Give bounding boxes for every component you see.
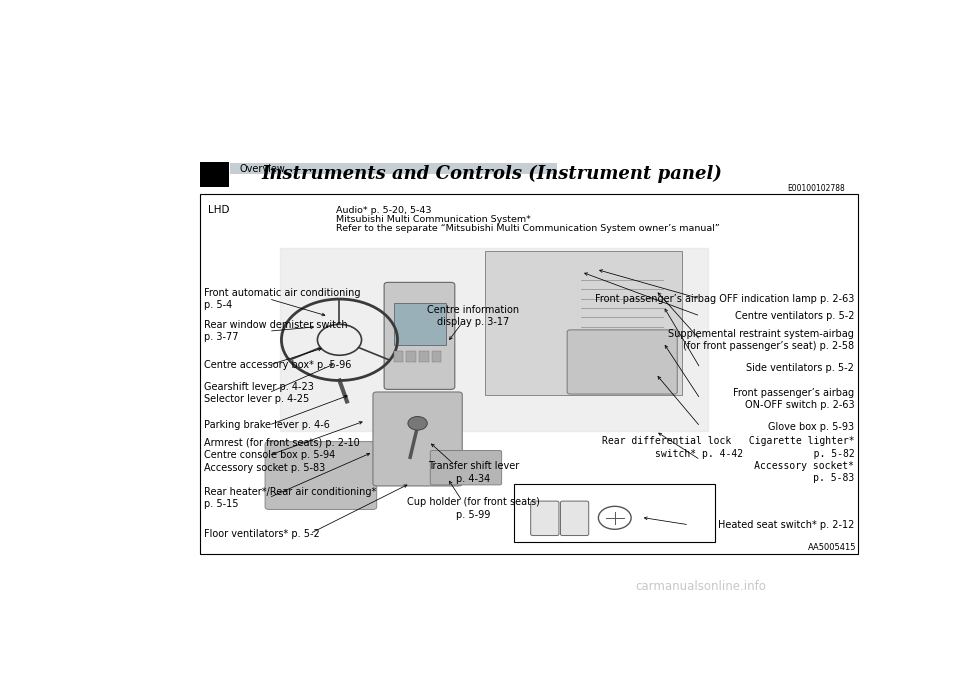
Text: Cup holder (for front seats)
p. 5-99: Cup holder (for front seats) p. 5-99 [407,498,540,520]
FancyBboxPatch shape [372,392,462,486]
Text: Centre information
display p. 3-17: Centre information display p. 3-17 [427,305,519,327]
Bar [201,162,228,187]
Text: Rear heater*/Rear air conditioning*
p. 5-15: Rear heater*/Rear air conditioning* p. 5… [204,487,376,509]
Text: Heated seat switch* p. 2-12: Heated seat switch* p. 2-12 [718,520,854,530]
Text: E00100102788: E00100102788 [787,184,845,193]
Text: LHD: LHD [207,205,229,215]
Text: Overview: Overview [239,164,285,174]
Bar [394,303,445,345]
Text: Centre ventilators p. 5-2: Centre ventilators p. 5-2 [734,311,854,321]
FancyBboxPatch shape [485,251,682,395]
Text: Front passenger’s airbag
ON-OFF switch p. 2-63: Front passenger’s airbag ON-OFF switch p… [733,388,854,410]
Text: Rear window demister switch
p. 3-77: Rear window demister switch p. 3-77 [204,320,348,342]
FancyBboxPatch shape [561,501,588,536]
Text: Armrest (for front seats) p. 2-10
Centre console box p. 5-94
Accessory socket p.: Armrest (for front seats) p. 2-10 Centre… [204,438,360,473]
Text: Mitsubishi Multi Communication System*: Mitsubishi Multi Communication System* [336,215,531,224]
Text: Instruments and Controls (Instrument panel): Instruments and Controls (Instrument pan… [261,165,723,184]
Bar [230,163,558,174]
Text: Front passenger’s airbag OFF indication lamp p. 2-63: Front passenger’s airbag OFF indication … [595,294,854,304]
Text: carmanualsonline.info: carmanualsonline.info [635,580,766,593]
FancyBboxPatch shape [384,282,455,389]
Text: Floor ventilators* p. 5-2: Floor ventilators* p. 5-2 [204,529,320,539]
Bar [432,351,442,362]
FancyBboxPatch shape [531,501,559,536]
Circle shape [408,416,427,430]
Text: AA5005415: AA5005415 [808,542,856,552]
FancyBboxPatch shape [567,330,677,394]
Text: Refer to the separate “Mitsubishi Multi Communication System owner’s manual”: Refer to the separate “Mitsubishi Multi … [336,224,719,233]
Bar [406,351,416,362]
Text: Front automatic air conditioning
p. 5-4: Front automatic air conditioning p. 5-4 [204,287,361,310]
Bar [515,484,715,542]
FancyBboxPatch shape [265,441,376,509]
Text: Supplemental restraint system-airbag
(for front passenger’s seat) p. 2-58: Supplemental restraint system-airbag (fo… [668,329,854,351]
Text: Gearshift lever p. 4-23
Selector lever p. 4-25: Gearshift lever p. 4-23 Selector lever p… [204,382,314,404]
Text: Transfer shift lever
p. 4-34: Transfer shift lever p. 4-34 [428,462,519,484]
Text: Audio* p. 5-20, 5-43: Audio* p. 5-20, 5-43 [336,205,431,215]
Text: Parking brake lever p. 4-6: Parking brake lever p. 4-6 [204,420,330,430]
Polygon shape [280,248,708,431]
FancyBboxPatch shape [430,450,502,485]
Text: Glove box p. 5-93: Glove box p. 5-93 [768,422,854,432]
Text: Centre accessory box* p. 5-96: Centre accessory box* p. 5-96 [204,360,351,370]
Bar [420,351,429,362]
Text: Rear differential lock   Cigarette lighter*
switch* p. 4-42            p. 5-82
 : Rear differential lock Cigarette lighter… [572,436,854,483]
Bar [201,194,858,554]
Text: Side ventilators p. 5-2: Side ventilators p. 5-2 [747,363,854,373]
Bar [394,351,403,362]
